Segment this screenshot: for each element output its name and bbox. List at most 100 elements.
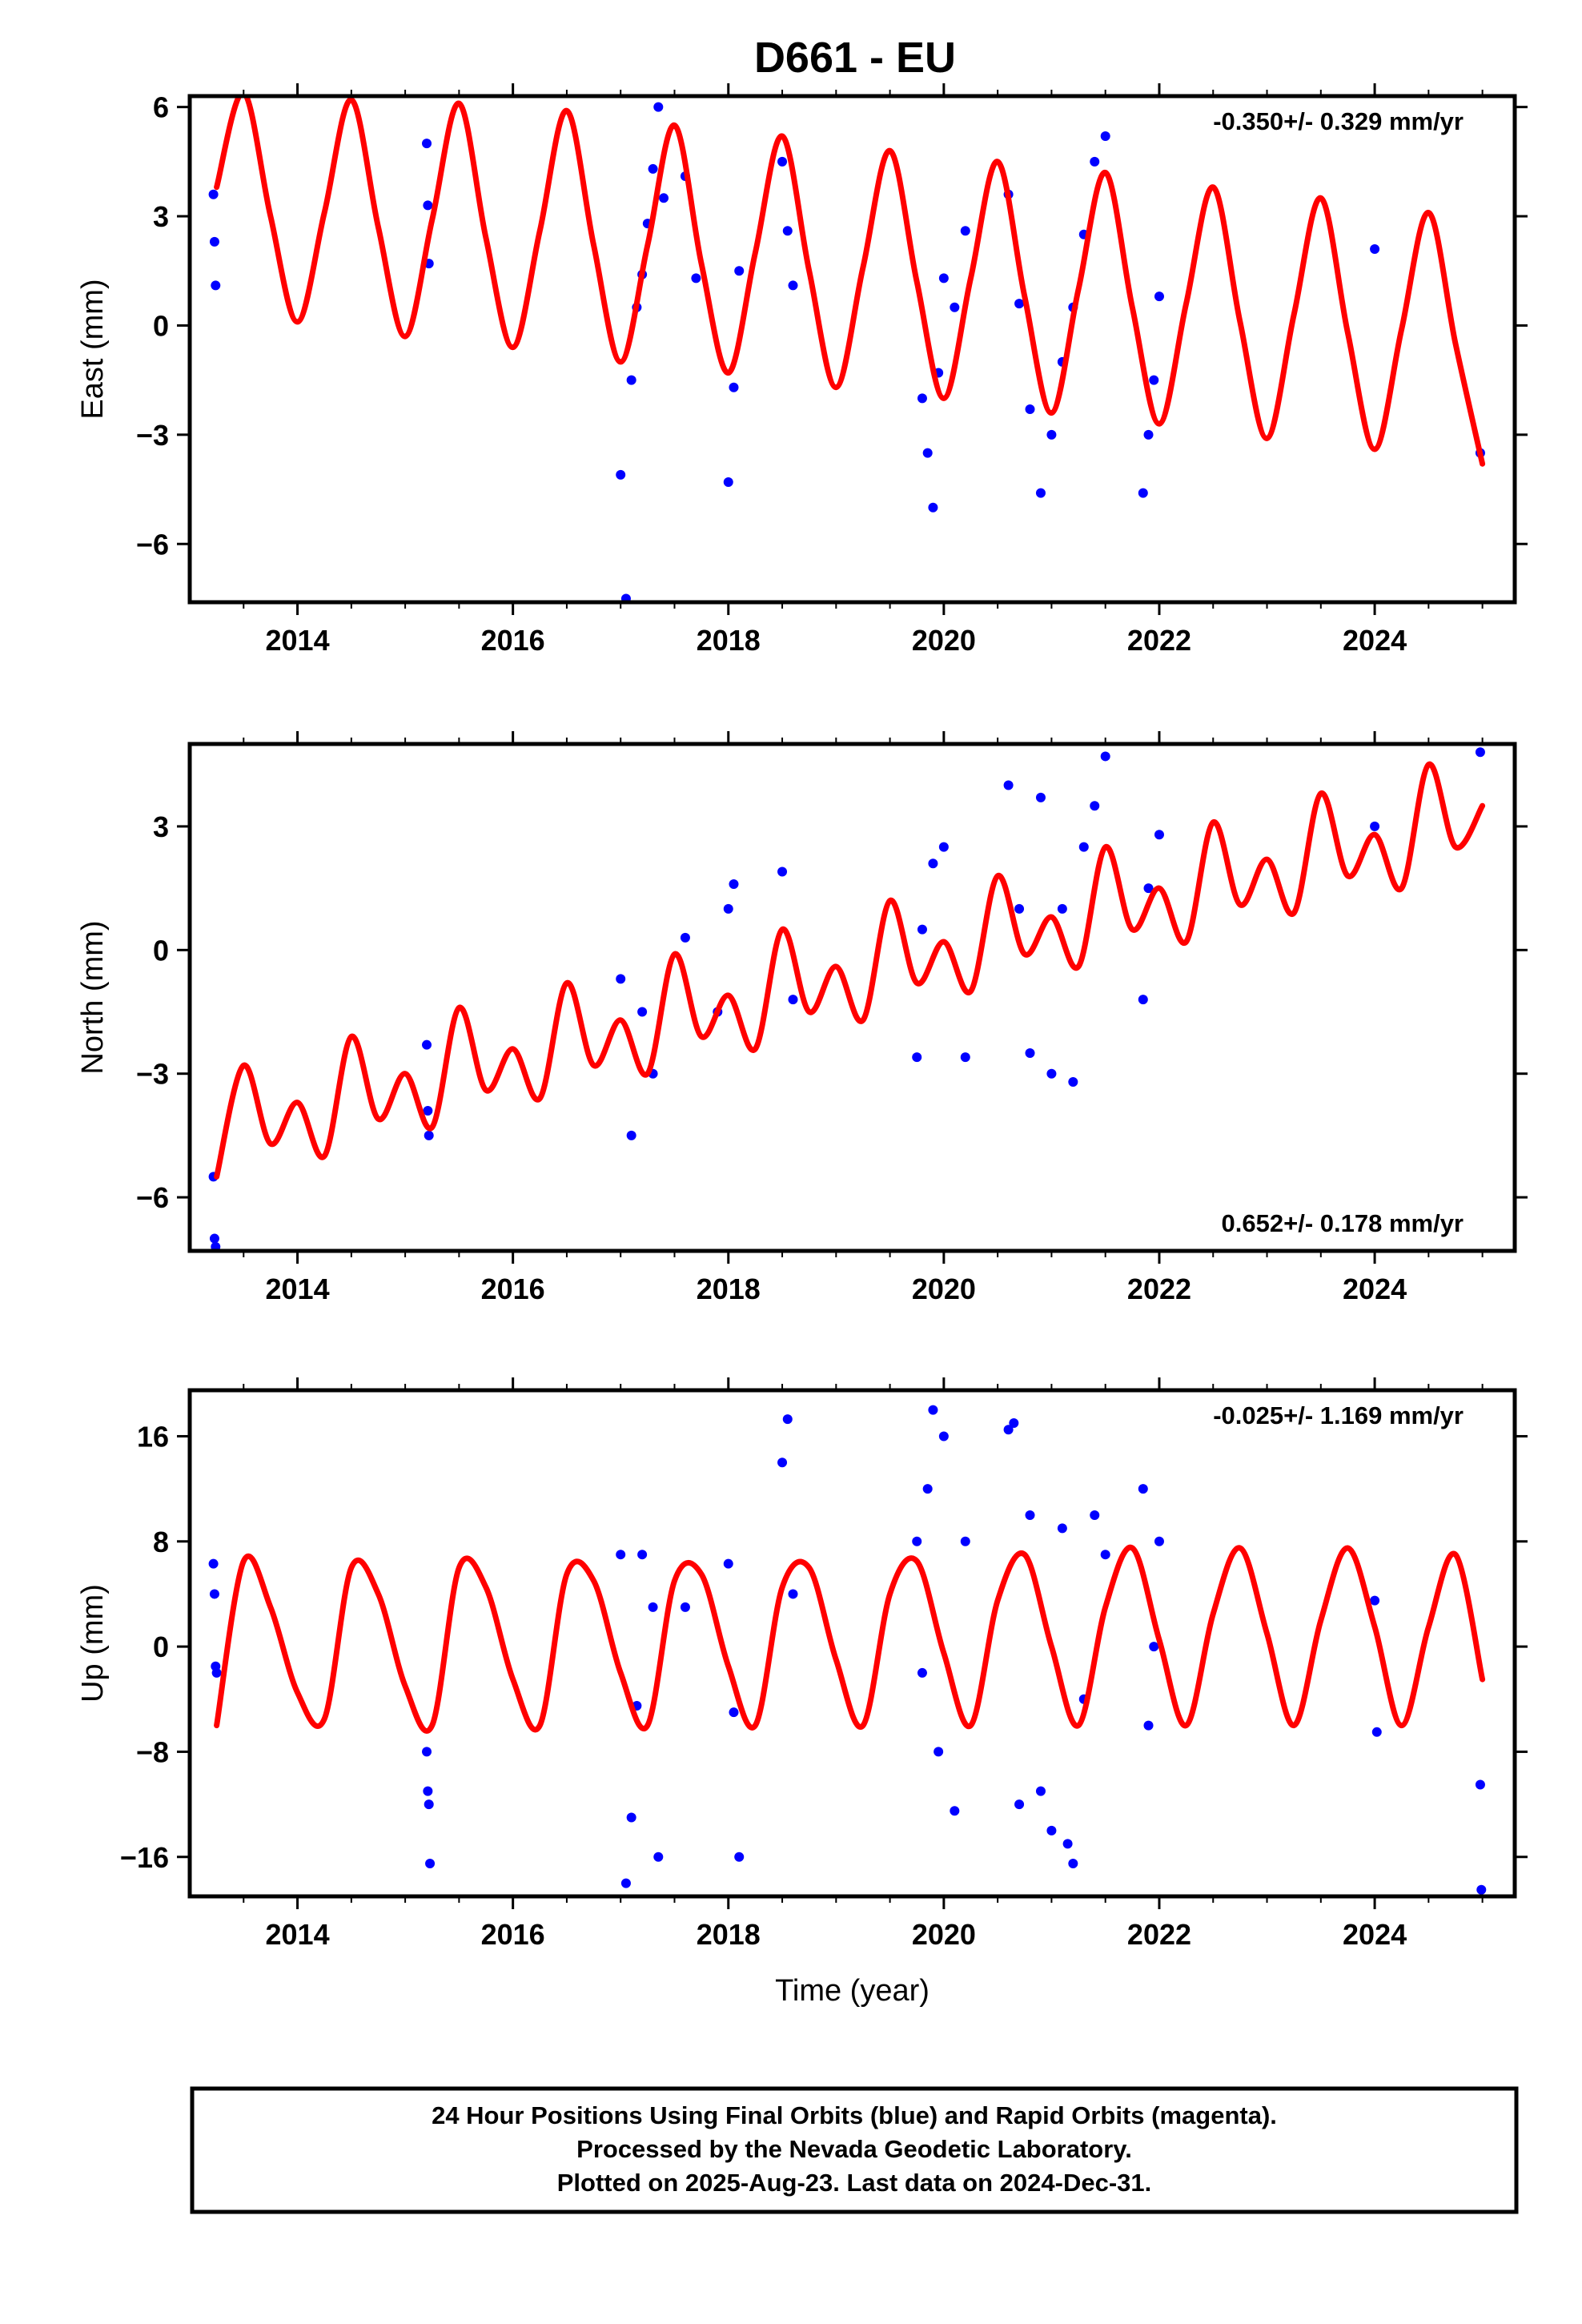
data-point [1014, 299, 1025, 309]
data-point [1370, 1595, 1380, 1606]
data-point [1046, 1068, 1057, 1079]
y-axis-label: East (mm) [76, 279, 110, 419]
data-point [729, 1707, 739, 1718]
data-point [422, 1747, 432, 1757]
data-point [723, 1558, 733, 1569]
x-tick-label: 2024 [1343, 1273, 1407, 1305]
x-axis-label: Time (year) [775, 1974, 930, 2008]
footer-border [190, 2086, 1519, 2214]
data-point [422, 1039, 432, 1050]
data-point [960, 1052, 970, 1063]
footer-line-2: Processed by the Nevada Geodetic Laborat… [576, 2135, 1132, 2163]
y-tick-label: 0 [153, 1630, 169, 1663]
data-point [912, 1536, 922, 1546]
x-tick-label: 2014 [266, 1918, 330, 1951]
data-point [1068, 1077, 1078, 1087]
data-point [734, 266, 745, 276]
data-point [1009, 1418, 1019, 1429]
data-point [928, 502, 938, 513]
model-curve [214, 1544, 1486, 1735]
data-point [422, 139, 432, 149]
data-point [626, 375, 636, 385]
data-point [1062, 1839, 1073, 1849]
plot-area [208, 1405, 1487, 1895]
data-point [1154, 1536, 1164, 1546]
y-tick-label: −6 [136, 528, 169, 561]
y-tick-label: 3 [153, 200, 169, 233]
footer-line-3: Plotted on 2025-Aug-23. Last data on 202… [557, 2169, 1152, 2197]
rate-label-bg [1130, 1397, 1500, 1433]
x-tick-label: 2024 [1343, 1918, 1407, 1951]
data-point [209, 1233, 219, 1244]
data-point [1014, 1799, 1025, 1810]
x-tick-label: 2020 [912, 1273, 976, 1305]
data-point [1025, 1047, 1035, 1058]
data-point [1035, 1786, 1046, 1796]
data-point [620, 1878, 631, 1888]
x-tick-label: 2016 [481, 624, 545, 657]
data-point [423, 1786, 433, 1796]
data-point [637, 1550, 648, 1560]
east-panel: 2014 2016 2018 2020 2022 2024 −6 −3 0 3 6 East (mm)… [76, 83, 1528, 657]
data-point [960, 1536, 970, 1546]
data-point [917, 393, 927, 404]
plot-frame [187, 742, 1517, 1253]
data-point [917, 924, 927, 935]
data-point [777, 1458, 788, 1468]
x-tick-label: 2018 [697, 624, 761, 657]
rate-label: -0.350+/- 0.329 mm/yr [1213, 107, 1464, 135]
data-point [788, 1589, 798, 1599]
data-point [912, 1052, 922, 1063]
data-point [1046, 429, 1057, 440]
x-tick-label: 2014 [266, 624, 330, 657]
data-point [1035, 792, 1046, 802]
data-point [1090, 1510, 1100, 1520]
data-point [1100, 751, 1110, 762]
data-point [648, 163, 658, 174]
y-tick-label: −16 [120, 1841, 169, 1874]
y-axis-label: Up (mm) [76, 1584, 110, 1703]
footer-line-1: 24 Hour Positions Using Final Orbits (bl… [432, 2101, 1277, 2129]
y-tick-label: 16 [137, 1420, 169, 1453]
data-point [729, 879, 739, 889]
y-tick-label: 6 [153, 91, 169, 124]
y-axis-label: North (mm) [76, 920, 110, 1074]
x-tick-label: 2018 [697, 1273, 761, 1305]
data-point [922, 1484, 933, 1494]
data-point [1475, 1779, 1485, 1790]
data-point [950, 1806, 960, 1816]
rate-label: -0.025+/- 1.169 mm/yr [1213, 1401, 1464, 1429]
data-point [1154, 292, 1164, 302]
model-curve [214, 762, 1486, 1180]
data-point [653, 1852, 664, 1862]
data-point [734, 1852, 745, 1862]
data-point [1138, 995, 1148, 1005]
x-tick-label: 2022 [1127, 624, 1191, 657]
data-point [1149, 375, 1159, 385]
data-point [423, 200, 433, 211]
data-point [424, 1799, 434, 1810]
data-point [208, 1558, 219, 1569]
data-point [1078, 842, 1089, 852]
x-tick-label: 2016 [481, 1918, 545, 1951]
data-point [1138, 1484, 1148, 1494]
data-point [659, 193, 669, 203]
data-point [938, 1431, 949, 1441]
data-point [917, 1667, 927, 1678]
data-point [616, 1550, 626, 1560]
data-point [209, 1589, 219, 1599]
x-tick-label: 2020 [912, 624, 976, 657]
plot-area [208, 96, 1486, 602]
data-point [723, 903, 733, 914]
data-point [1370, 243, 1380, 254]
y-tick-label: 8 [153, 1526, 169, 1558]
data-point [1057, 903, 1067, 914]
y-tick-label: 3 [153, 810, 169, 843]
x-tick-label: 2022 [1127, 1918, 1191, 1951]
y-tick-label: 0 [153, 309, 169, 342]
data-point [626, 1812, 636, 1823]
data-point [1370, 821, 1380, 831]
data-point [620, 593, 631, 602]
x-tick-label: 2020 [912, 1918, 976, 1951]
data-point [209, 236, 219, 247]
